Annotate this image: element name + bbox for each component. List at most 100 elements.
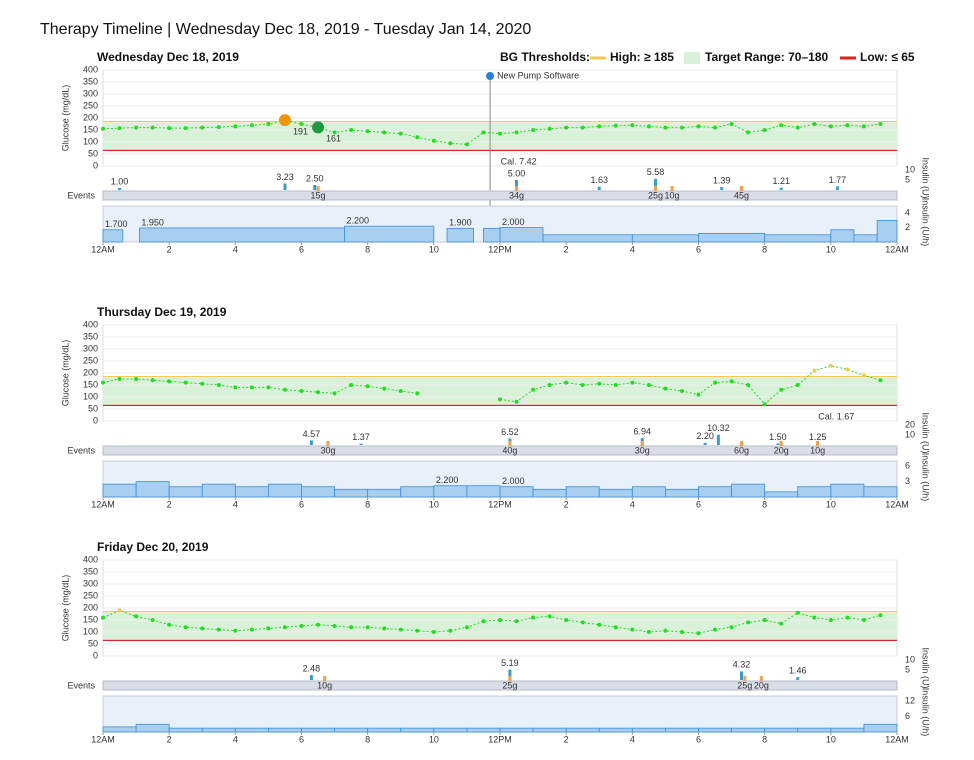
glucose-point: [779, 621, 784, 626]
annotation: Cal. 1.67: [818, 411, 854, 421]
glucose-point: [746, 620, 751, 625]
x-tick-label: 10: [826, 734, 836, 744]
x-tick-label: 4: [630, 499, 635, 509]
basal-step: [234, 486, 269, 498]
events-label: Events: [67, 680, 95, 690]
bolus-label: 5.00: [508, 168, 526, 178]
y2-tick-label: 10: [905, 429, 915, 439]
basal-step: [797, 727, 832, 733]
glucose-point: [547, 383, 552, 387]
basal-step: [731, 483, 766, 498]
glucose-point: [828, 618, 833, 622]
y-tick-label: 50: [88, 638, 98, 648]
y2-tick-label: 5: [905, 174, 910, 184]
basal-step: [102, 483, 137, 498]
basal-step: [542, 234, 633, 243]
glucose-point: [613, 123, 618, 128]
glucose-point: [398, 389, 403, 393]
x-tick-label: 10: [429, 244, 439, 254]
y-tick-label: 300: [83, 343, 98, 353]
x-tick-label: 4: [233, 499, 238, 509]
glucose-point: [713, 380, 718, 385]
glucose-point: [514, 130, 519, 135]
glucose-point: [729, 379, 734, 384]
basal-label: 1.700: [105, 219, 128, 229]
glucose-point: [183, 126, 188, 131]
bolus-bar: [740, 671, 744, 680]
glucose-point: [498, 618, 502, 622]
glucose-point: [365, 129, 370, 134]
bolus-label: 2.20: [696, 431, 714, 441]
glucose-point: [630, 627, 635, 632]
bolus-label: 1.77: [829, 175, 847, 185]
carb-label: 15g: [311, 190, 326, 200]
glucose-point: [349, 128, 354, 132]
glucose-point: [349, 383, 354, 387]
y-axis-title: Glucose (mg/dL): [60, 85, 70, 152]
y2-tick-label: 10: [905, 654, 915, 664]
glucose-point: [613, 625, 618, 630]
glucose-point: [282, 387, 287, 392]
x-tick-label: 12PM: [488, 244, 512, 254]
glucose-point: [597, 381, 602, 386]
y2-tick-label: 20: [905, 419, 915, 429]
glucose-point: [663, 125, 668, 130]
glucose-point: [332, 391, 337, 396]
glucose-point: [415, 135, 420, 140]
basal-step: [102, 726, 137, 733]
glucose-point: [713, 125, 718, 130]
y2-tick-label: 4: [905, 208, 910, 218]
bolus-label: 1.50: [769, 432, 787, 442]
glucose-point: [597, 622, 602, 627]
glucose-point: [531, 387, 536, 392]
glucose-point: [762, 128, 767, 132]
bolus-bar: [508, 669, 512, 680]
x-tick-label: 8: [762, 244, 767, 254]
basal-step: [499, 727, 534, 733]
bolus-bar: [779, 187, 783, 190]
bolus-label: 3.23: [276, 172, 294, 182]
bolus-label: 4.57: [303, 429, 321, 439]
legend-low: Low: ≤ 65: [860, 50, 915, 64]
glucose-point: [101, 126, 105, 131]
y-tick-label: 0: [93, 160, 98, 170]
y-tick-label: 100: [83, 391, 98, 401]
basal-label: 2.200: [347, 216, 370, 226]
basal-step: [698, 486, 732, 498]
glucose-point: [514, 619, 519, 624]
x-tick-label: 12PM: [488, 734, 512, 744]
x-tick-label: 10: [826, 499, 836, 509]
glucose-point: [134, 614, 139, 619]
y2-tick-label: 6: [905, 461, 910, 471]
x-tick-label: 12AM: [91, 244, 115, 254]
glucose-point: [365, 625, 370, 630]
carb-label: 25g: [737, 680, 752, 690]
glucose-point: [431, 138, 436, 143]
x-tick-label: 10: [826, 244, 836, 254]
day-title: Friday Dec 20, 2019: [97, 540, 209, 554]
y2-tick-label: 5: [905, 664, 910, 674]
glucose-point: [861, 373, 866, 378]
events-label: Events: [67, 445, 95, 455]
x-tick-label: 12AM: [885, 499, 909, 509]
glucose-point: [679, 125, 684, 130]
bolus-bar: [309, 675, 313, 680]
glucose-point: [481, 130, 486, 135]
y-tick-label: 350: [83, 331, 98, 341]
bolus-label: 6.94: [633, 426, 651, 436]
glucose-point: [101, 615, 105, 620]
glucose-point: [316, 622, 321, 627]
glucose-point: [382, 386, 387, 391]
carb-label: 10g: [317, 680, 332, 690]
x-tick-label: 8: [365, 734, 370, 744]
x-tick-label: 8: [365, 244, 370, 254]
y2-axis-title: Insulin (U/h): [921, 453, 931, 502]
basal-step: [631, 727, 666, 733]
bolus-bar: [796, 677, 800, 680]
glucose-point: [845, 123, 850, 128]
marker-label: 191: [293, 127, 308, 137]
glucose-point: [729, 122, 734, 126]
bolus-label: 2.48: [303, 663, 321, 673]
glucose-point: [762, 402, 767, 407]
